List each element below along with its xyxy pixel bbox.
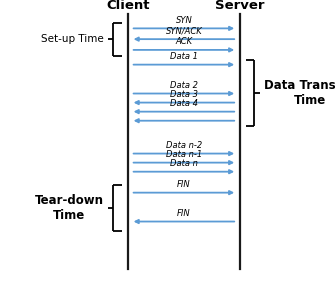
Text: Data 1: Data 1 [170, 52, 198, 61]
Text: Data n-1: Data n-1 [166, 150, 202, 159]
Text: Tear-down
Time: Tear-down Time [35, 194, 104, 222]
Text: Data n-2: Data n-2 [166, 141, 202, 150]
Text: FIN: FIN [177, 180, 191, 189]
Text: Data Transfer
Time: Data Transfer Time [264, 79, 335, 107]
Text: Data 3: Data 3 [170, 90, 198, 99]
Text: ACK: ACK [175, 37, 193, 46]
Text: FIN: FIN [177, 209, 191, 218]
Text: Client: Client [106, 0, 150, 12]
Text: Data 2: Data 2 [170, 81, 198, 90]
Text: SYN: SYN [176, 16, 192, 25]
Text: Set-up Time: Set-up Time [41, 34, 104, 45]
Text: Data n: Data n [170, 159, 198, 168]
Text: Data 4: Data 4 [170, 99, 198, 108]
Text: SYN/ACK: SYN/ACK [165, 27, 202, 36]
Text: Server: Server [215, 0, 264, 12]
